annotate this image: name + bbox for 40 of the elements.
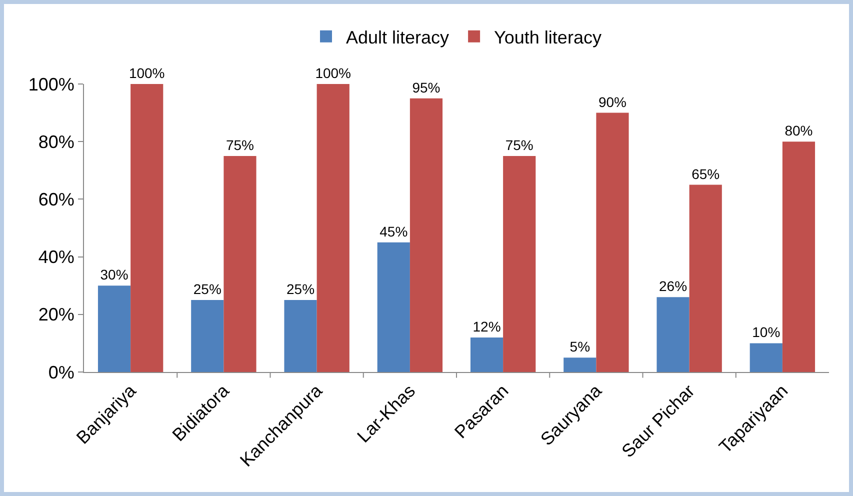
y-tick-label: 20% — [38, 304, 74, 325]
data-label: 26% — [659, 278, 688, 294]
data-label: 100% — [315, 65, 352, 81]
y-tick-label: 40% — [38, 247, 74, 268]
data-label: 5% — [570, 338, 590, 355]
data-label: 25% — [193, 281, 222, 297]
data-label: 75% — [226, 137, 254, 153]
legend-label: Adult literacy — [346, 27, 450, 48]
data-label: 12% — [472, 318, 501, 334]
bar — [130, 84, 164, 372]
bar — [224, 156, 256, 372]
bar — [98, 286, 131, 372]
bar — [316, 84, 350, 372]
data-label: 100% — [128, 65, 165, 81]
data-label: 45% — [380, 223, 408, 240]
y-tick-label: 80% — [38, 132, 74, 152]
data-label: 65% — [692, 166, 720, 182]
data-label: 75% — [505, 137, 534, 153]
bar — [470, 337, 504, 372]
bar — [596, 112, 629, 372]
bar — [377, 242, 410, 372]
y-tick-label: 60% — [38, 190, 74, 210]
data-label: 25% — [286, 281, 315, 297]
data-label: 10% — [752, 324, 780, 340]
bar — [750, 343, 782, 372]
data-label: 30% — [100, 266, 128, 283]
data-label: 95% — [412, 79, 440, 96]
y-tick-label: 0% — [48, 362, 74, 382]
data-label: 90% — [598, 94, 626, 110]
legend-label: Youth literacy — [494, 27, 602, 48]
bar — [782, 142, 816, 372]
bar — [564, 358, 596, 372]
bar — [410, 98, 443, 372]
bar — [503, 156, 536, 372]
bar — [656, 297, 690, 372]
bar — [689, 184, 722, 372]
data-label: 80% — [784, 122, 813, 139]
y-tick-label: 100% — [28, 74, 74, 94]
bar — [284, 300, 317, 372]
bar — [191, 300, 224, 372]
